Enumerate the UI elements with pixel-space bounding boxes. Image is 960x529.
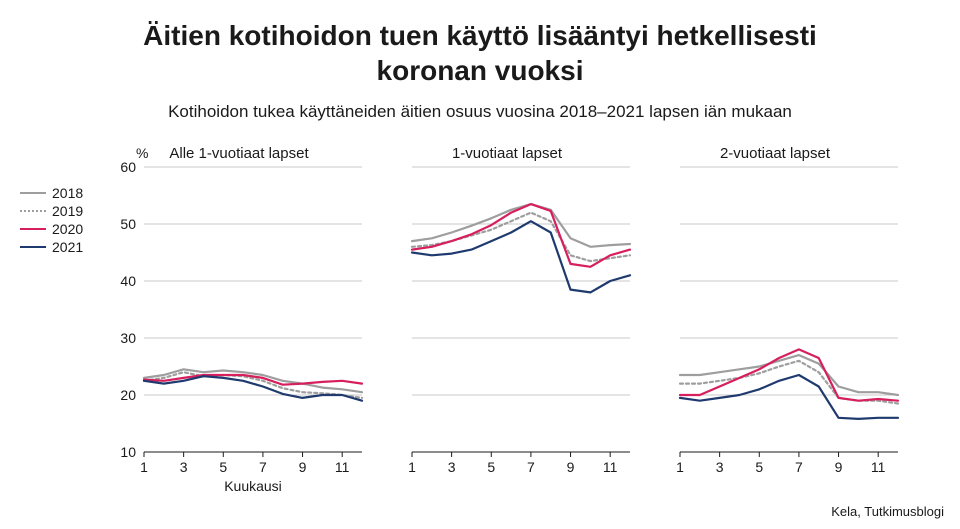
- chart-panel: 2-vuotiaat lapset1020304050601357911: [646, 145, 904, 507]
- legend-swatch: [20, 228, 46, 230]
- x-tick-label: 1: [676, 459, 684, 475]
- y-tick-label: 40: [120, 273, 136, 289]
- legend-swatch: [20, 246, 46, 248]
- x-tick-label: 9: [299, 459, 307, 475]
- legend-item: 2020: [20, 221, 83, 237]
- x-tick-label: 11: [335, 459, 350, 475]
- chart-panel: 1-vuotiaat lapset 1 3 5 7 9 11: [378, 145, 636, 507]
- x-tick-label: 5: [487, 459, 495, 475]
- panel-title: 2-vuotiaat lapset: [646, 145, 904, 162]
- x-tick-label: 11: [603, 459, 618, 475]
- panel-title: Alle 1-vuotiaat lapset: [110, 145, 368, 162]
- chart-svg: 1 3 5 7 9 11: [378, 145, 636, 492]
- charts-row: 2018201920202021Alle 1-vuotiaat lapset%1…: [0, 145, 960, 507]
- series-line: [680, 361, 898, 404]
- source-label: Kela, Tutkimusblogi: [831, 504, 944, 519]
- chart-panel: Alle 1-vuotiaat lapset%10203040506013579…: [110, 145, 368, 507]
- legend-label: 2021: [52, 239, 83, 255]
- y-unit-label: %: [136, 145, 148, 161]
- y-tick-label: 10: [120, 444, 136, 460]
- series-line: [412, 204, 630, 247]
- x-tick-label: 5: [219, 459, 227, 475]
- x-tick-label: 3: [180, 459, 188, 475]
- title-line1: Äitien kotihoidon tuen käyttö lisääntyi …: [143, 20, 817, 51]
- x-tick-label: 1: [140, 459, 148, 475]
- x-tick-label: 3: [448, 459, 456, 475]
- y-tick-label: 30: [120, 330, 136, 346]
- legend-label: 2019: [52, 203, 83, 219]
- legend-column: 2018 2019 2020 2021: [0, 145, 110, 502]
- chart-svg: 1020304050601357911: [646, 145, 904, 492]
- legend: 2018 2019 2020 2021: [20, 185, 83, 257]
- x-tick-label: 9: [835, 459, 843, 475]
- x-tick-label: 1: [408, 459, 416, 475]
- legend-swatch: [20, 210, 46, 212]
- x-tick-label: 5: [755, 459, 763, 475]
- legend-label: 2018: [52, 185, 83, 201]
- x-tick-label: 9: [567, 459, 575, 475]
- main-title: Äitien kotihoidon tuen käyttö lisääntyi …: [0, 0, 960, 88]
- legend-label: 2020: [52, 221, 83, 237]
- x-tick-label: 3: [716, 459, 724, 475]
- title-line2: koronan vuoksi: [377, 55, 584, 86]
- y-tick-label: 20: [120, 387, 136, 403]
- panel-title: 1-vuotiaat lapset: [378, 145, 636, 162]
- y-tick-label: 50: [120, 216, 136, 232]
- subtitle: Kotihoidon tukea käyttäneiden äitien osu…: [0, 88, 960, 122]
- x-tick-label: 11: [871, 459, 886, 475]
- chart-svg: 1020304050601357911: [110, 145, 368, 492]
- legend-item: 2019: [20, 203, 83, 219]
- legend-swatch: [20, 192, 46, 194]
- x-axis-label: Kuukausi: [144, 478, 362, 494]
- x-tick-label: 7: [795, 459, 803, 475]
- x-tick-label: 7: [527, 459, 535, 475]
- x-tick-label: 7: [259, 459, 267, 475]
- series-line: [412, 221, 630, 292]
- legend-item: 2021: [20, 239, 83, 255]
- legend-item: 2018: [20, 185, 83, 201]
